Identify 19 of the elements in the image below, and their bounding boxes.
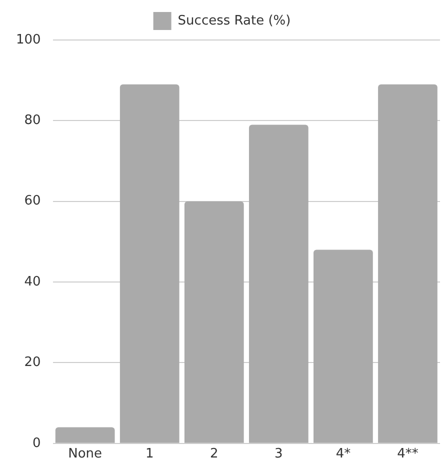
y-tick-label: 20 bbox=[24, 355, 41, 370]
x-tick-label: None bbox=[68, 446, 102, 462]
y-tick-label: 40 bbox=[24, 274, 41, 290]
x-tick-label: 4** bbox=[397, 446, 419, 462]
bar bbox=[248, 124, 308, 443]
y-tick-label: 100 bbox=[16, 32, 41, 48]
y-tick-label: 60 bbox=[24, 194, 41, 209]
y-tick-label: 0 bbox=[32, 436, 41, 451]
x-tick-label: 1 bbox=[145, 446, 154, 462]
y-tick-label: 80 bbox=[24, 113, 41, 128]
bar bbox=[184, 201, 244, 443]
bar bbox=[378, 84, 438, 443]
bar bbox=[120, 84, 180, 443]
legend-label: Success Rate (%) bbox=[178, 13, 291, 28]
x-tick-label: 3 bbox=[274, 446, 283, 462]
bar bbox=[314, 250, 373, 443]
bar bbox=[55, 427, 115, 443]
x-tick-label: 4* bbox=[336, 446, 352, 462]
x-tick-label: 2 bbox=[210, 446, 218, 462]
